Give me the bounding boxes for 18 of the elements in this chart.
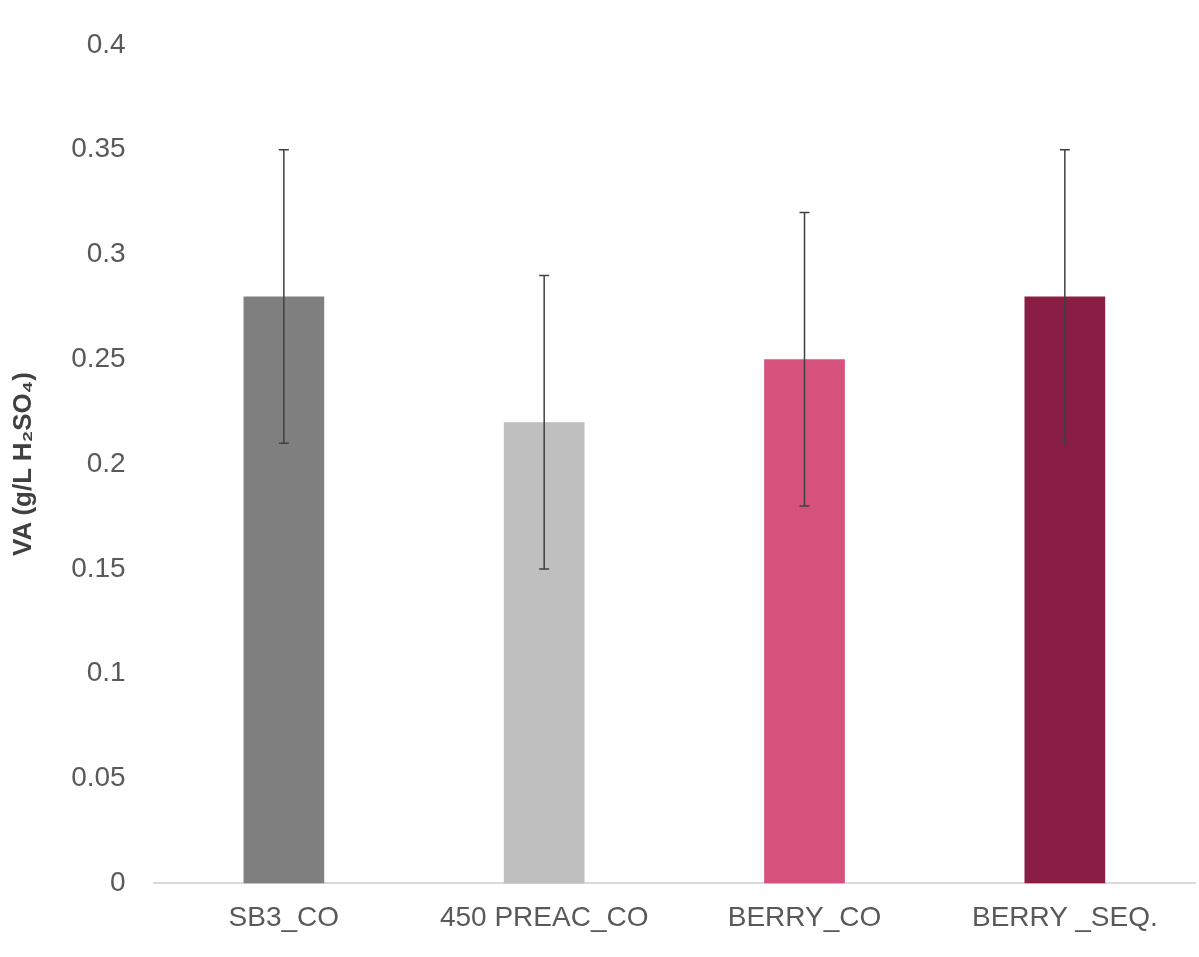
y-tick-label: 0.15 — [71, 551, 126, 583]
y-tick-label: 0.2 — [86, 446, 126, 478]
y-axis-title: VA (g/L H₂SO₄) — [6, 372, 37, 556]
y-tick-label: 0.4 — [86, 27, 126, 59]
y-tick-label: 0.3 — [86, 237, 126, 269]
x-tick-label: 450 PREAC_CO — [439, 900, 649, 932]
y-tick-label: 0.05 — [71, 761, 126, 793]
bar — [1024, 296, 1106, 884]
bar — [764, 359, 845, 884]
y-tick-label: 0.25 — [71, 341, 126, 373]
bar — [503, 422, 585, 884]
x-tick-label: BERRY _SEQ. — [971, 900, 1158, 932]
x-tick-label: BERRY_CO — [727, 900, 882, 932]
y-tick-label: 0 — [110, 866, 126, 898]
y-tick-label: 0.35 — [71, 132, 126, 164]
y-tick-label: 0.1 — [86, 656, 126, 688]
x-tick-label: SB3_CO — [228, 900, 340, 932]
bar — [243, 296, 325, 884]
